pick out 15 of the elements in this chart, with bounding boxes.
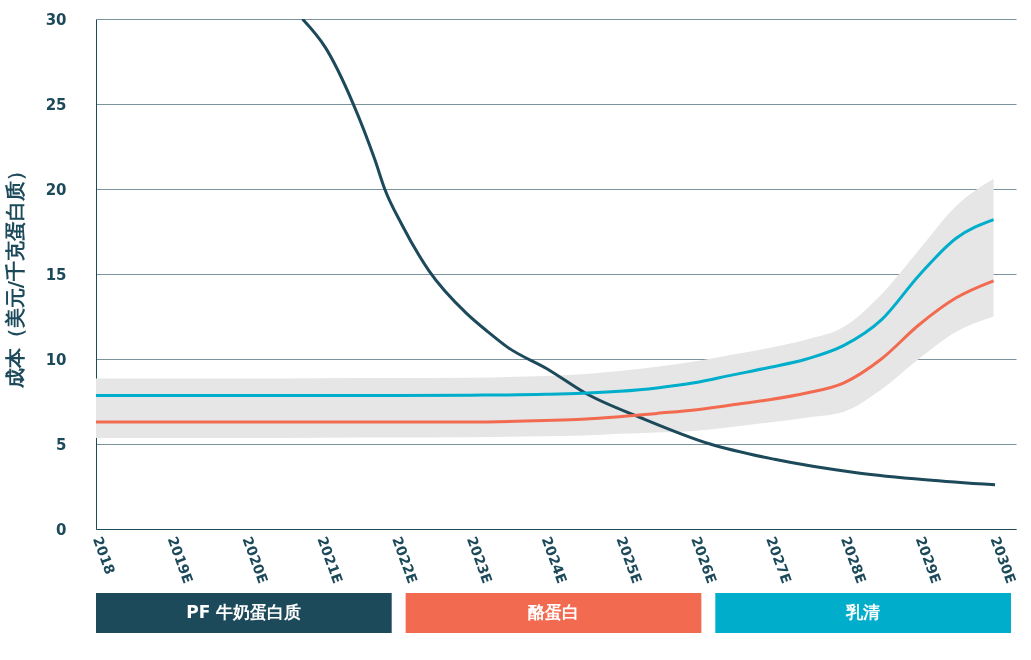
line-series [96,279,996,424]
x-tick-label: 2018 [89,534,119,577]
text: 乳清 [845,602,881,622]
y-axis-title: 成本（美元/千克蛋白质） [2,160,27,390]
y-tick-label: 25 [45,95,67,114]
y-tick-label: 20 [45,180,67,199]
y-tick-label: 0 [56,520,67,539]
text: PF 牛奶蛋白质 [186,602,302,622]
y-tick-label: 5 [56,435,67,454]
y-tick-label: 30 [45,10,67,29]
text: 酪蛋白 [528,602,579,622]
line-series [300,19,997,487]
y-tick-label: 15 [45,265,67,284]
line-series [96,218,996,398]
y-tick-label: 10 [45,350,67,369]
